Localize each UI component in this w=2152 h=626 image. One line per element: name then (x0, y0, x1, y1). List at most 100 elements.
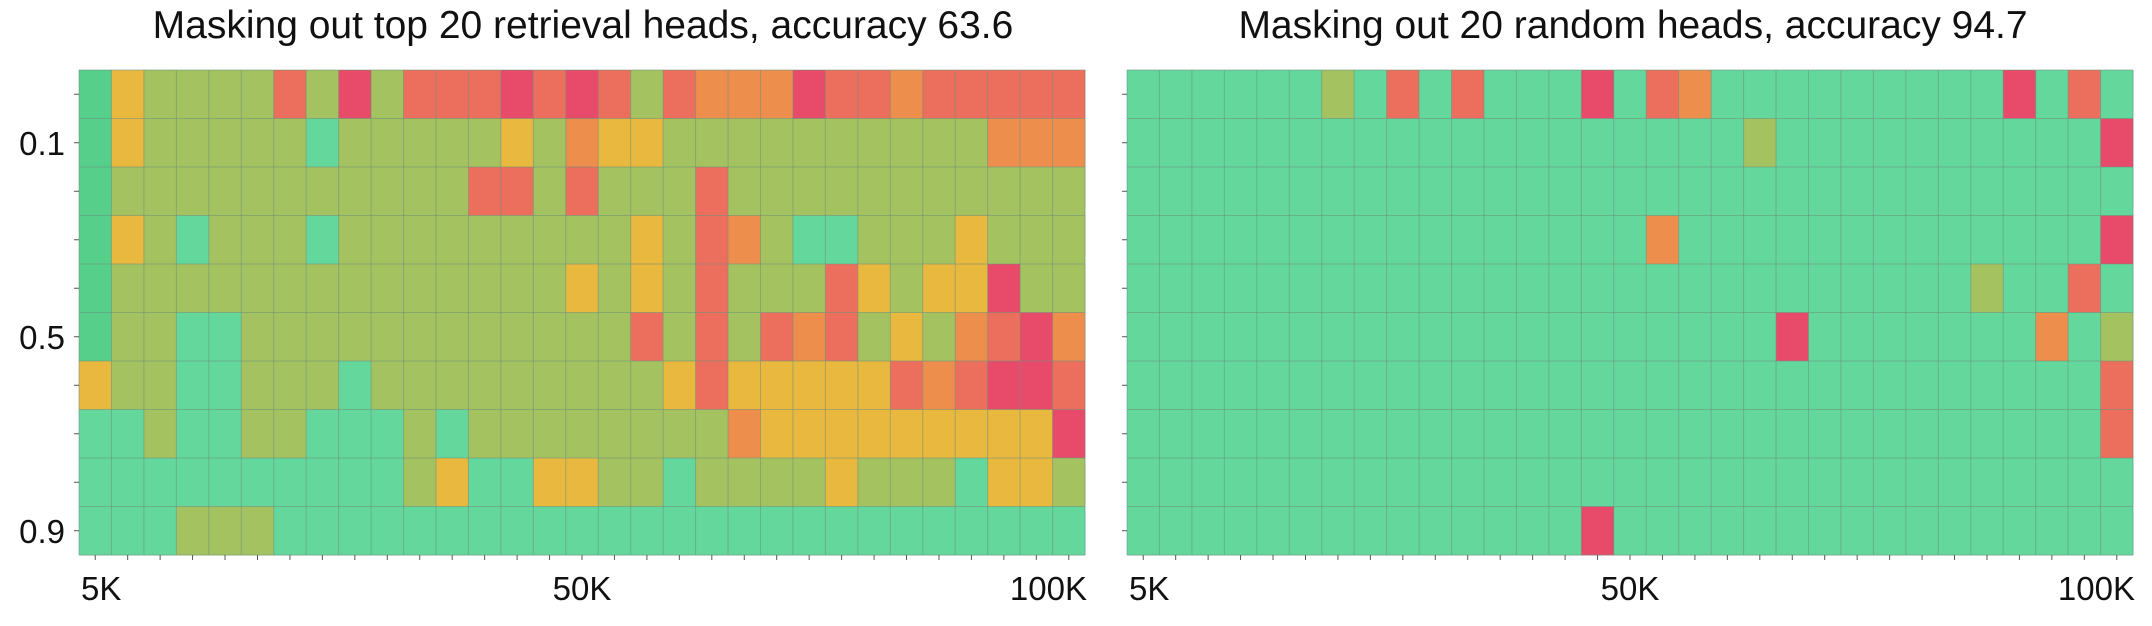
heatmap-cell (1970, 215, 2004, 265)
heatmap-cell (565, 167, 599, 216)
heatmap-cell (500, 506, 534, 556)
heatmap-cell (792, 312, 826, 362)
heatmap-cell (2100, 215, 2134, 265)
heatmap-cell (2035, 215, 2069, 265)
heatmap-cell (1548, 361, 1582, 410)
heatmap-cell (208, 70, 242, 119)
heatmap-cell (1743, 215, 1777, 265)
heatmap-cell (695, 264, 729, 313)
heatmap-cell (1159, 118, 1193, 168)
heatmap-cell (792, 361, 826, 410)
heatmap-cell (1581, 215, 1615, 265)
heatmap-cell (663, 264, 696, 313)
heatmap-cell (2035, 264, 2069, 313)
heatmap-cell (1905, 361, 1939, 410)
heatmap-cell (273, 458, 307, 507)
heatmap-cell (1646, 118, 1680, 168)
y-tick-label: 0.9 (19, 513, 65, 550)
heatmap-cell (1020, 167, 1053, 216)
heatmap-cell (1581, 167, 1615, 216)
heatmap-cell (565, 458, 599, 507)
heatmap-cell (565, 409, 599, 459)
heatmap-cell (1289, 70, 1323, 119)
heatmap-cell (598, 506, 632, 556)
heatmap-cell (1127, 458, 1160, 507)
heatmap-cell (371, 506, 404, 556)
heatmap-cell (403, 264, 437, 313)
heatmap-cell (1354, 215, 1388, 265)
heatmap-cell (1159, 215, 1193, 265)
heatmap-cell (79, 458, 112, 507)
heatmap-cell (1613, 264, 1647, 313)
heatmap-cell (987, 118, 1021, 168)
heatmap-cell (1289, 506, 1323, 556)
heatmap-cell (922, 167, 956, 216)
heatmap-cell (1938, 70, 1972, 119)
heatmap-cell (728, 118, 761, 168)
heatmap-cell (792, 167, 826, 216)
x-tick-label: 50K (1601, 570, 1660, 607)
heatmap-cell (1711, 312, 1744, 362)
heatmap-cell (111, 458, 145, 507)
heatmap-cell (1970, 458, 2004, 507)
heatmap-cell (208, 361, 242, 410)
heatmap-cell (890, 506, 924, 556)
heatmap-cell (1483, 312, 1517, 362)
heatmap-cell (630, 70, 664, 119)
heatmap-cell (176, 118, 210, 168)
heatmap-cell (1191, 118, 1225, 168)
heatmap-cell (987, 458, 1021, 507)
heatmap-cell (1159, 458, 1193, 507)
heatmap-cell (533, 409, 567, 459)
heatmap-cell (630, 167, 664, 216)
heatmap-cell (1419, 264, 1452, 313)
heatmap-cell (825, 409, 859, 459)
heatmap-cell (273, 409, 307, 459)
heatmap-cell (728, 506, 761, 556)
heatmap-cell (1711, 264, 1744, 313)
heatmap-cell (1548, 70, 1582, 119)
heatmap-cell (435, 118, 469, 168)
heatmap-cell (1840, 458, 1874, 507)
heatmap-cell (79, 215, 112, 265)
heatmap-cell (1321, 312, 1355, 362)
x-tick-label: 5K (1129, 570, 1169, 607)
heatmap-cell (598, 458, 632, 507)
heatmap-cell (1613, 361, 1647, 410)
heatmap-cell (273, 312, 307, 362)
heatmap-cell (1905, 215, 1939, 265)
heatmap-cell (111, 409, 145, 459)
heatmap-cell (1354, 118, 1388, 168)
heatmap-cell (825, 361, 859, 410)
heatmap-cell (987, 70, 1021, 119)
heatmap-cell (1776, 167, 1809, 216)
heatmap-cell (1127, 215, 1160, 265)
heatmap-cell (1808, 70, 1842, 119)
heatmap-cell (955, 312, 989, 362)
heatmap-cell (306, 506, 340, 556)
heatmap-cell (468, 70, 502, 119)
heatmap-cell (1386, 458, 1420, 507)
heatmap-cell (1905, 409, 1939, 459)
heatmap-cell (955, 409, 989, 459)
heatmap-cell (1386, 312, 1420, 362)
heatmap-cell (79, 264, 112, 313)
heatmap-cell (565, 361, 599, 410)
heatmap-cell (1808, 118, 1842, 168)
heatmap-cell (1256, 264, 1290, 313)
heatmap-cell (1321, 118, 1355, 168)
heatmap-cell (1127, 118, 1160, 168)
heatmap-cell (1678, 458, 1712, 507)
heatmap-cell (1127, 70, 1160, 119)
heatmap-cell (987, 312, 1021, 362)
heatmap-cell (1020, 458, 1053, 507)
heatmap-cell (1386, 409, 1420, 459)
heatmap-cell (857, 312, 891, 362)
heatmap-cell (1289, 118, 1323, 168)
heatmap-cell (760, 167, 794, 216)
heatmap-cell (1419, 409, 1452, 459)
heatmap-cell (1289, 361, 1323, 410)
heatmap-cell (143, 458, 177, 507)
heatmap-cell (1354, 312, 1388, 362)
heatmap-cell (1840, 312, 1874, 362)
